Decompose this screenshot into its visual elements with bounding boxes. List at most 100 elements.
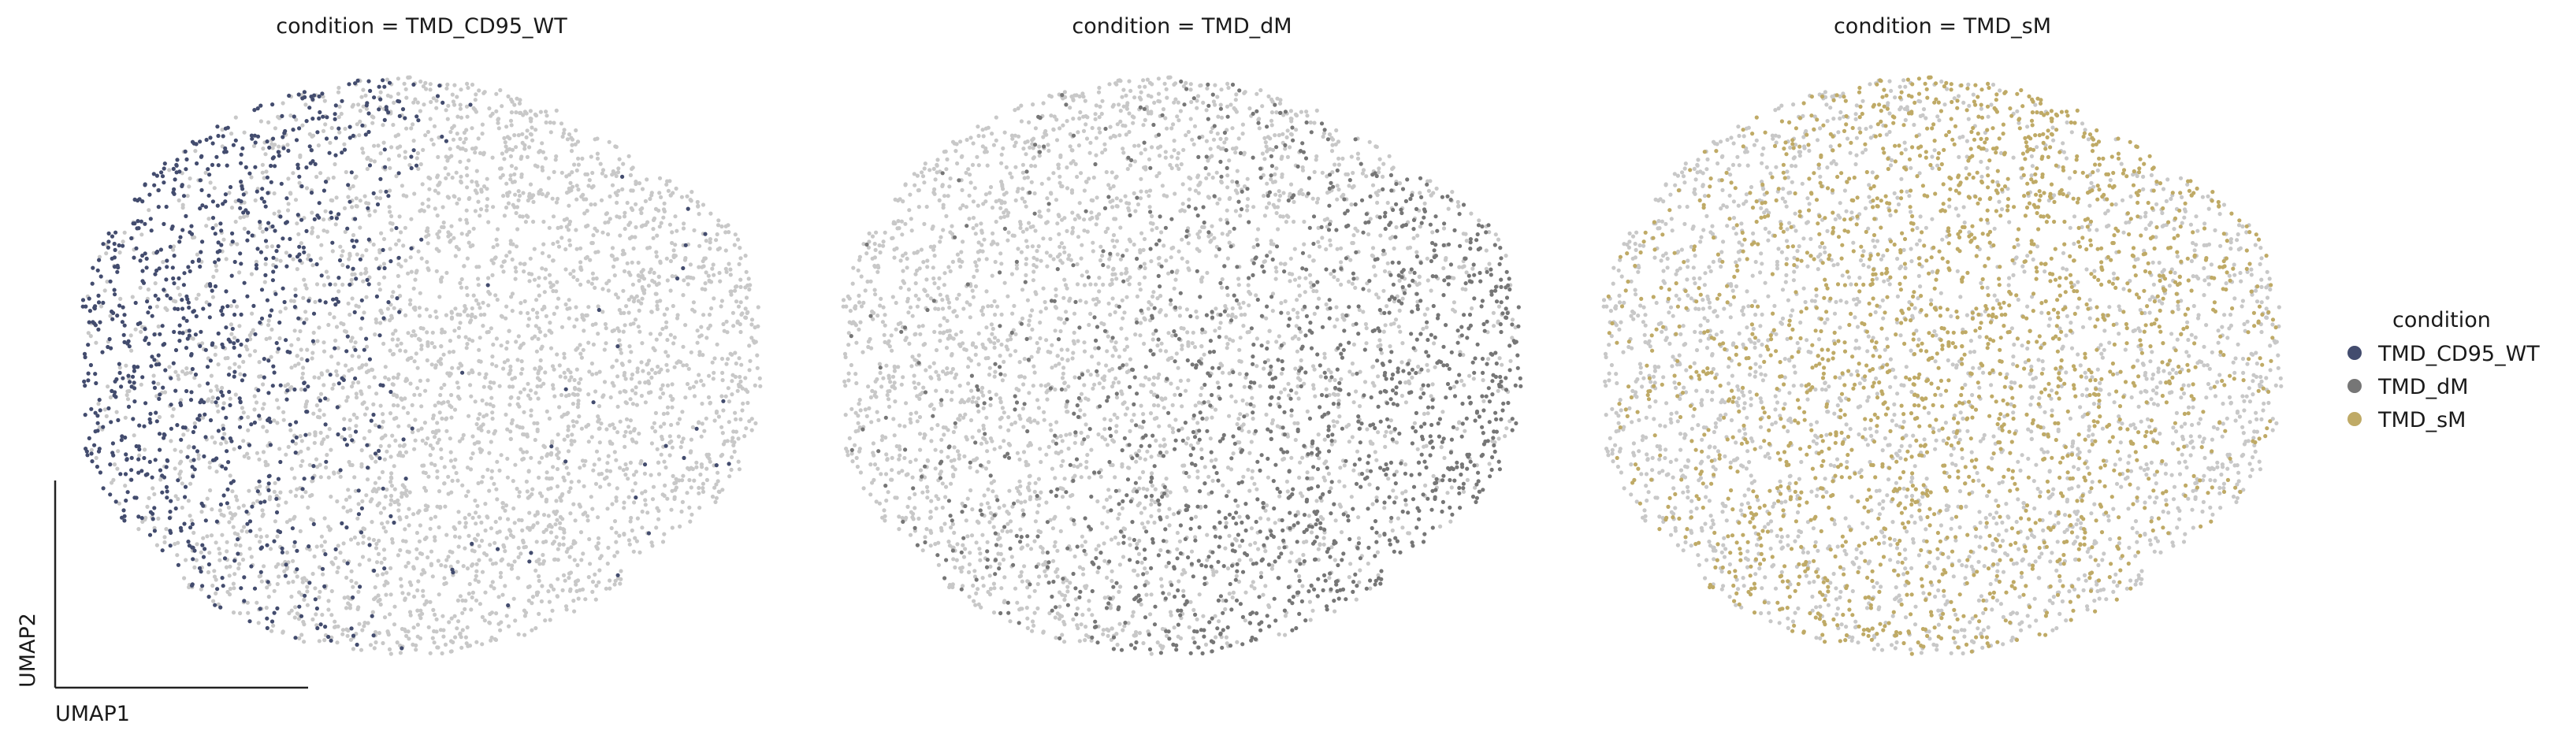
point-TMD_CD95_WT <box>142 424 147 429</box>
point-other <box>477 544 481 549</box>
point-TMD_CD95_WT <box>394 225 399 231</box>
point-other <box>228 564 232 569</box>
point-other <box>381 412 385 417</box>
point-other <box>622 214 627 219</box>
point-other <box>1235 169 1240 173</box>
point-TMD_CD95_WT <box>232 312 237 317</box>
point-TMD_CD95_WT <box>179 437 184 442</box>
point-other <box>205 534 210 539</box>
point-other <box>1247 106 1252 111</box>
point-other <box>489 610 495 615</box>
point-TMD_CD95_WT <box>302 380 307 385</box>
point-TMD_CD95_WT <box>242 280 247 285</box>
point-other <box>529 455 533 460</box>
point-other <box>559 392 564 398</box>
point-TMD_CD95_WT <box>232 369 237 374</box>
point-other <box>530 307 536 312</box>
point-other <box>691 276 696 280</box>
point-other <box>424 307 429 312</box>
point-other <box>336 115 341 120</box>
point-other <box>292 476 297 480</box>
point-other <box>1213 328 1217 333</box>
point-other <box>419 551 425 556</box>
point-other <box>313 299 318 304</box>
point-other <box>493 540 497 545</box>
point-other <box>449 315 455 320</box>
point-other <box>478 412 482 417</box>
point-TMD_CD95_WT <box>158 447 162 452</box>
point-other <box>924 204 929 210</box>
point-other <box>503 549 507 554</box>
point-TMD_CD95_WT <box>381 316 386 321</box>
point-other <box>528 388 533 393</box>
point-other <box>421 594 426 599</box>
point-TMD_CD95_WT <box>135 226 139 231</box>
point-other <box>154 304 159 309</box>
point-other <box>464 285 469 290</box>
point-other <box>537 611 541 617</box>
point-other <box>412 392 417 397</box>
point-other <box>325 452 329 458</box>
point-other <box>494 611 499 616</box>
point-other <box>669 422 674 428</box>
point-TMD_CD95_WT <box>682 455 686 461</box>
point-other <box>634 202 638 206</box>
point-TMD_CD95_WT <box>323 625 328 629</box>
point-other <box>382 506 387 510</box>
point-other <box>564 217 570 221</box>
point-other <box>670 240 675 246</box>
point-other <box>551 383 556 388</box>
point-other <box>671 303 675 309</box>
point-other <box>373 209 377 213</box>
point-other <box>531 523 536 528</box>
point-other <box>470 179 474 184</box>
point-other <box>157 414 162 420</box>
point-other <box>263 152 268 157</box>
point-other <box>497 384 502 388</box>
point-other <box>715 232 719 237</box>
point-TMD_CD95_WT <box>282 131 287 135</box>
point-other <box>419 404 424 409</box>
point-other <box>214 469 219 474</box>
point-other <box>569 545 574 550</box>
point-other <box>675 421 680 426</box>
point-other <box>589 240 594 246</box>
point-TMD_CD95_WT <box>134 443 139 449</box>
point-other <box>387 647 392 652</box>
point-other <box>639 301 644 306</box>
point-other <box>671 341 676 346</box>
point-TMD_CD95_WT <box>348 282 352 287</box>
point-TMD_CD95_WT <box>366 466 370 470</box>
point-other <box>392 464 396 469</box>
point-other <box>938 323 942 328</box>
point-other <box>452 407 458 412</box>
point-other <box>723 224 728 228</box>
point-other <box>540 344 545 349</box>
point-TMD_CD95_WT <box>113 247 117 252</box>
point-other <box>242 525 247 529</box>
point-TMD_CD95_WT <box>308 258 313 262</box>
point-other <box>467 229 472 234</box>
point-TMD_CD95_WT <box>281 286 285 291</box>
point-other <box>424 87 429 91</box>
point-other <box>504 412 508 417</box>
point-other <box>640 187 645 191</box>
point-other <box>726 357 730 362</box>
point-other <box>694 380 699 384</box>
point-TMD_CD95_WT <box>221 426 226 432</box>
point-other <box>561 573 567 578</box>
point-other <box>375 573 380 577</box>
point-other <box>382 457 387 462</box>
point-other <box>509 164 515 169</box>
point-other <box>448 339 453 343</box>
point-other <box>643 380 648 385</box>
point-other <box>310 356 314 361</box>
point-other <box>415 634 420 639</box>
point-other <box>670 230 675 235</box>
point-other <box>545 476 549 480</box>
point-TMD_CD95_WT <box>136 365 140 369</box>
point-other <box>1106 488 1111 492</box>
point-TMD_CD95_WT <box>675 276 680 281</box>
point-other <box>297 636 302 641</box>
point-other <box>306 505 310 510</box>
